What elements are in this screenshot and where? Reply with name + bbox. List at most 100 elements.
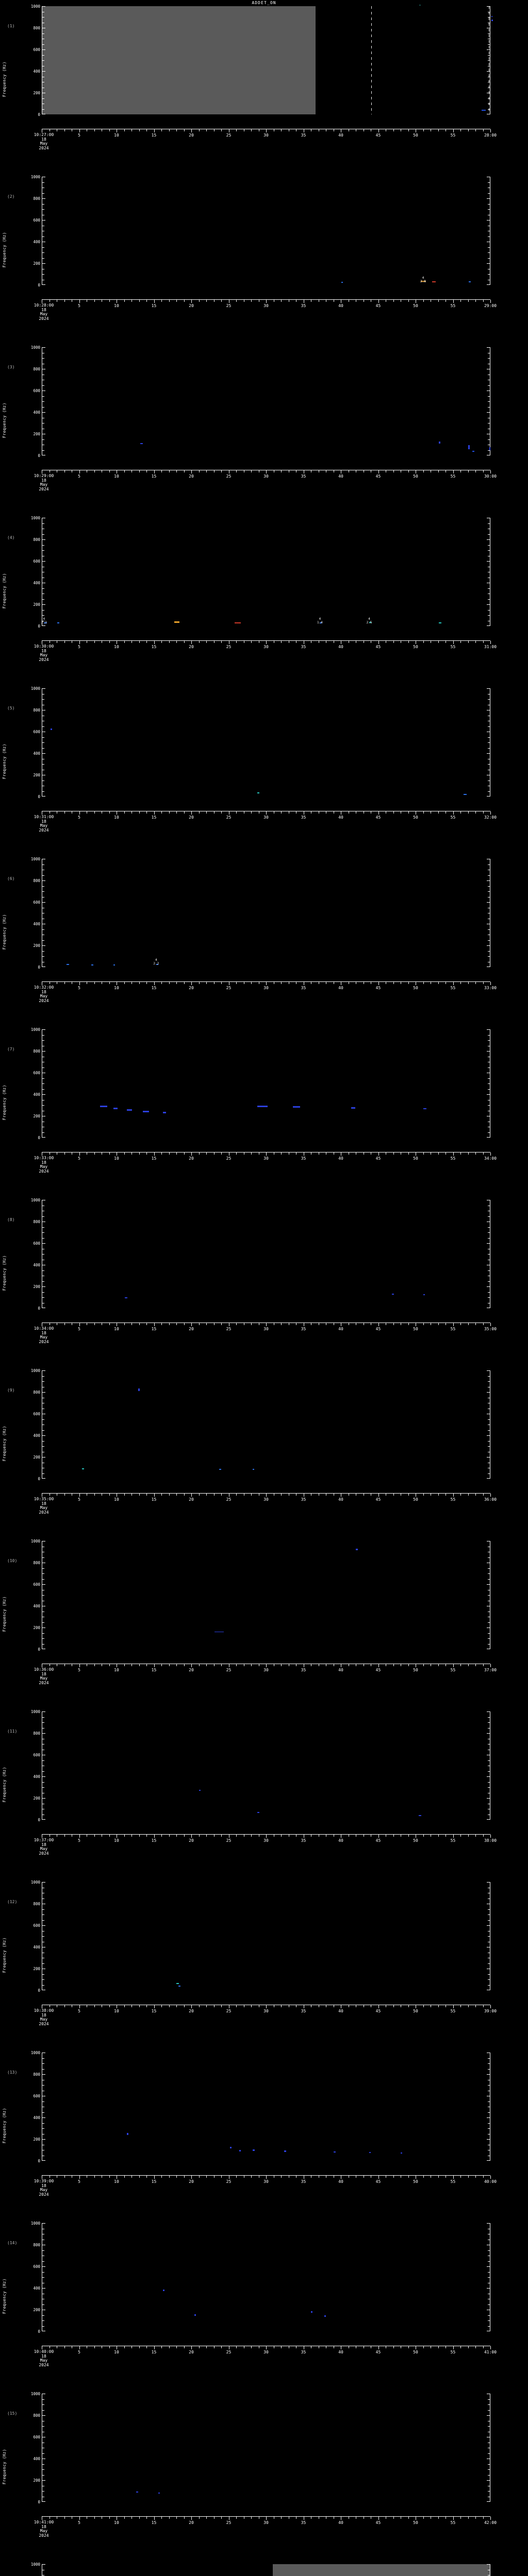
x-axis-tick	[251, 129, 252, 131]
y-axis-tick	[42, 284, 45, 285]
y-axis-tick-label: 600	[33, 2094, 40, 2098]
x-axis-tick	[146, 2005, 147, 2007]
plot-area[interactable]	[42, 1029, 490, 1138]
x-axis-tick-label: 35	[301, 1668, 306, 1672]
y-axis-tick	[487, 2160, 490, 2161]
y-axis-tick	[488, 1083, 490, 1084]
x-axis-tick	[423, 2517, 424, 2519]
y-axis-tick	[42, 412, 45, 413]
x-axis-tick	[423, 1835, 424, 1837]
plot-area[interactable]	[42, 2223, 490, 2331]
x-axis-tick-label: 30	[263, 815, 269, 820]
x-axis-tick-label: 45	[375, 1327, 381, 1331]
x-axis-tick	[206, 470, 207, 472]
x-axis-tick	[139, 811, 140, 814]
x-axis-tick	[475, 2176, 476, 2178]
x-axis-tick	[94, 1835, 95, 1837]
x-axis-tick	[169, 1835, 170, 1837]
x-axis-date-day: 18	[41, 819, 46, 824]
y-axis-tick	[42, 1105, 44, 1106]
y-axis-tick	[488, 1722, 490, 1723]
plot-area[interactable]	[42, 859, 490, 967]
y-axis-tick	[488, 940, 490, 941]
y-axis-tick	[42, 2491, 44, 2492]
x-axis-tick	[483, 2176, 484, 2178]
plot-area[interactable]	[42, 347, 490, 455]
x-axis-end-time: 41:00	[484, 2350, 497, 2354]
plot-area[interactable]	[42, 1711, 490, 1820]
plot-area[interactable]	[42, 2394, 490, 2502]
x-axis-tick-label: 45	[375, 815, 381, 820]
plot-area[interactable]	[42, 518, 490, 626]
x-axis-tick	[169, 1323, 170, 1325]
x-axis-tick	[161, 982, 162, 984]
x-axis-tick	[438, 811, 439, 814]
y-axis-tick	[488, 1216, 490, 1217]
x-axis-tick	[490, 2176, 491, 2179]
panel-index-label: (7)	[7, 1046, 15, 1052]
y-axis-tick-label: 200	[33, 773, 40, 777]
x-axis-tick-label: 15	[151, 474, 157, 479]
x-axis-tick	[199, 2176, 200, 2178]
panel-index-label: (6)	[7, 876, 15, 881]
x-axis-tick	[199, 1323, 200, 1325]
x-axis-tick-label: 25	[226, 815, 232, 820]
x-axis-tick	[423, 641, 424, 643]
x-axis-tick	[378, 1153, 379, 1156]
x-axis-tick	[131, 2176, 132, 2178]
x-axis-tick	[124, 470, 125, 472]
y-axis-tick	[42, 956, 44, 957]
x-axis-tick-label: 20	[189, 1668, 194, 1672]
x-axis-tick	[146, 641, 147, 643]
plot-area[interactable]	[42, 2053, 490, 2161]
y-axis-tick	[487, 1584, 490, 1585]
x-axis-tick-label: 15	[151, 1156, 157, 1161]
y-axis-tick-label: 1000	[30, 175, 40, 179]
x-axis-date-day: 18	[41, 2012, 46, 2018]
y-axis-tick	[487, 1435, 490, 1436]
x-axis-tick	[475, 1323, 476, 1325]
y-axis-tick	[42, 2410, 44, 2411]
y-axis-tick	[42, 1286, 45, 1287]
x-axis-tick	[206, 1664, 207, 1666]
y-axis-tick-label: 0	[38, 112, 40, 117]
x-axis-tick	[408, 2346, 409, 2348]
plot-area[interactable]	[42, 1882, 490, 1990]
spectrogram-panel: (14) Frequency (Hz) 1000 800 600 400 200 0 5 10 15…	[0, 2221, 528, 2394]
x-axis-date-year: 2024	[39, 1851, 49, 1856]
y-axis-tick	[42, 252, 44, 253]
x-axis-tick	[139, 1494, 140, 1496]
y-axis-tick-label: 400	[33, 2456, 40, 2461]
y-axis-tick	[488, 1227, 490, 1228]
plot-area[interactable]	[42, 1200, 490, 1308]
x-axis-tick	[176, 2517, 177, 2519]
y-axis-tick	[488, 1430, 490, 1431]
y-axis-tick	[488, 2453, 490, 2454]
x-axis-tick	[191, 2005, 192, 2008]
x-axis-tick	[460, 1153, 461, 1155]
x-axis-tick	[184, 2346, 185, 2348]
x-axis-tick	[408, 1323, 409, 1325]
panel-index-label: (14)	[7, 2240, 18, 2245]
plot-area[interactable]	[42, 688, 490, 796]
y-axis-tick	[488, 1579, 490, 1580]
plot-area[interactable]	[42, 1541, 490, 1649]
x-axis-tick	[423, 1664, 424, 1666]
x-axis-tick	[191, 1323, 192, 1326]
x-axis-tick	[378, 2517, 379, 2520]
plot-area[interactable]	[42, 1370, 490, 1479]
y-axis-tick	[42, 1051, 45, 1052]
x-axis-tick-label: 20	[189, 474, 194, 479]
y-axis-tick	[488, 1281, 490, 1282]
y-axis-tick	[42, 60, 44, 61]
x-axis-tick	[79, 2517, 80, 2520]
y-axis-tick	[42, 2266, 45, 2267]
plot-area[interactable]	[42, 2564, 490, 2576]
y-axis-tick	[488, 98, 490, 99]
plot-area[interactable]	[42, 177, 490, 285]
y-axis-tick	[42, 1376, 44, 1377]
x-axis-tick	[94, 2346, 95, 2348]
y-axis-tick	[42, 1909, 44, 1910]
x-axis-start-time: 10:31:00	[34, 815, 54, 819]
plot-area[interactable]	[42, 6, 490, 114]
